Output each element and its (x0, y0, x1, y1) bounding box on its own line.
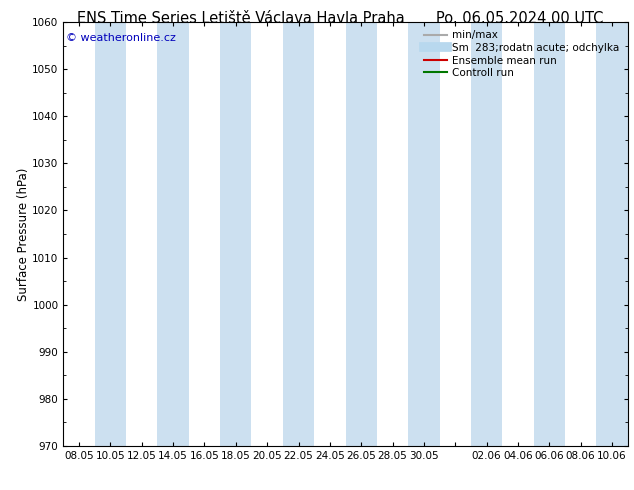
Bar (346, 22, 377, 446)
Bar (534, 22, 565, 446)
Bar (597, 22, 628, 446)
Bar (408, 22, 439, 446)
Text: © weatheronline.cz: © weatheronline.cz (66, 33, 176, 43)
Text: Po. 06.05.2024 00 UTC: Po. 06.05.2024 00 UTC (436, 11, 604, 26)
Y-axis label: Surface Pressure (hPa): Surface Pressure (hPa) (16, 167, 30, 301)
Bar (94, 22, 126, 446)
Bar (471, 22, 502, 446)
Bar (283, 22, 314, 446)
Text: ENS Time Series Letiště Václava Havla Praha: ENS Time Series Letiště Václava Havla Pr… (77, 11, 404, 26)
Legend: min/max, Sm  283;rodatn acute; odchylka, Ensemble mean run, Controll run: min/max, Sm 283;rodatn acute; odchylka, … (421, 27, 623, 81)
Bar (220, 22, 252, 446)
Bar (157, 22, 189, 446)
